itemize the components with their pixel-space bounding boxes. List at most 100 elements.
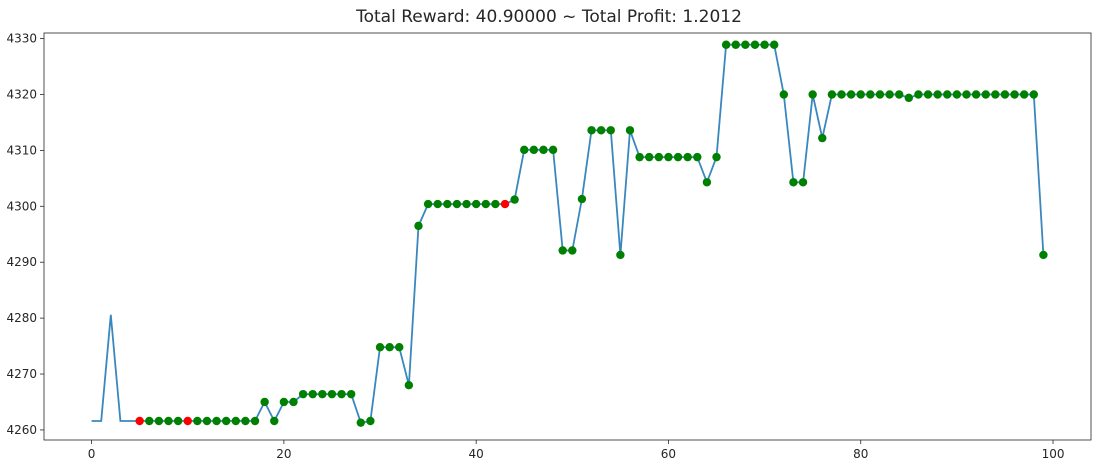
short-position-point <box>135 416 144 426</box>
plot-frame <box>43 32 1092 441</box>
long-position-point <box>289 397 298 407</box>
x-tick-label: 60 <box>661 447 676 461</box>
long-position-point <box>356 418 365 427</box>
long-position-point <box>212 416 221 426</box>
long-position-point <box>173 416 183 426</box>
long-position-point <box>154 416 164 426</box>
long-position-point <box>846 90 856 99</box>
long-position-point <box>270 416 279 426</box>
long-position-point <box>616 250 625 260</box>
long-position-point <box>395 342 404 352</box>
long-position-point <box>346 389 356 399</box>
long-position-point <box>933 90 942 99</box>
long-position-point <box>904 93 914 103</box>
y-tick-label: 4260 <box>6 423 37 437</box>
long-position-point <box>866 90 875 99</box>
long-position-point <box>462 199 471 209</box>
long-position-point <box>298 389 308 399</box>
y-tick-label: 4320 <box>6 87 37 101</box>
long-position-point <box>1039 250 1048 260</box>
long-position-point <box>375 342 385 352</box>
long-position-point <box>366 416 375 426</box>
long-position-point <box>664 152 673 162</box>
long-position-point <box>568 246 577 255</box>
long-position-point <box>894 90 904 99</box>
long-position-point <box>760 40 769 49</box>
long-position-point <box>260 397 269 407</box>
long-position-point <box>818 133 827 143</box>
long-position-point <box>712 152 721 162</box>
y-axis: 4260 4270 4280 4290 4300 4310 4320 4330 <box>6 32 44 437</box>
long-position-point <box>827 90 837 99</box>
x-tick-label: 40 <box>469 447 484 461</box>
long-position-point <box>587 126 596 135</box>
long-position-point <box>1010 90 1019 99</box>
long-position-point <box>548 145 558 155</box>
long-position-point <box>596 126 606 135</box>
long-position-point <box>443 199 452 209</box>
long-position-point <box>1029 90 1038 99</box>
long-position-point <box>741 40 750 49</box>
long-position-point <box>770 40 779 49</box>
long-position-point <box>433 199 442 209</box>
y-tick-label: 4290 <box>6 255 37 269</box>
long-position-point <box>241 416 250 426</box>
long-position-point <box>327 389 337 399</box>
short-position-point <box>183 416 192 426</box>
long-position-point <box>606 126 615 135</box>
long-position-point <box>875 90 885 99</box>
y-tick-label: 4280 <box>6 311 37 325</box>
long-position-point <box>529 145 539 155</box>
long-position-point <box>693 152 702 162</box>
long-position-point <box>308 389 317 399</box>
long-position-point <box>683 152 692 162</box>
y-tick-label: 4310 <box>6 143 37 157</box>
long-position-point <box>914 90 923 99</box>
long-position-point <box>221 416 231 426</box>
long-position-point <box>971 90 981 99</box>
x-axis: 0 20 40 60 80 100 <box>88 440 1064 461</box>
price-line <box>91 43 1045 424</box>
long-position-point <box>625 126 635 135</box>
long-position-point <box>789 178 798 187</box>
long-position-point <box>279 397 289 407</box>
long-position-point <box>471 199 481 209</box>
long-position-point <box>250 416 260 426</box>
long-position-point <box>981 90 990 99</box>
long-position-point <box>491 199 500 209</box>
long-position-point <box>520 145 529 155</box>
long-position-point <box>1019 90 1029 99</box>
long-position-point <box>414 221 423 231</box>
long-position-point <box>145 416 154 426</box>
long-position-point <box>164 416 173 426</box>
long-position-point <box>193 416 202 426</box>
long-position-point <box>808 90 817 99</box>
long-position-point <box>952 90 962 99</box>
x-tick-label: 0 <box>88 447 96 461</box>
long-position-point <box>856 90 865 99</box>
long-position-point <box>962 90 971 99</box>
y-tick-label: 4270 <box>6 367 37 381</box>
short-position-point <box>500 199 510 209</box>
long-position-point <box>337 389 346 399</box>
x-tick-label: 20 <box>276 447 291 461</box>
plot-area <box>91 40 1048 427</box>
long-position-point <box>923 90 933 99</box>
long-position-point <box>702 178 712 187</box>
long-position-point <box>385 342 394 352</box>
long-position-point <box>750 40 760 49</box>
long-position-point <box>991 90 1000 99</box>
long-position-point <box>779 90 789 99</box>
long-position-point <box>404 381 414 390</box>
long-position-point <box>885 90 894 99</box>
y-tick-label: 4330 <box>6 32 37 46</box>
long-position-point <box>731 40 740 49</box>
long-position-point <box>452 199 462 209</box>
long-position-point <box>635 152 644 162</box>
long-position-point <box>645 152 654 162</box>
chart-title: Total Reward: 40.90000 ~ Total Profit: 1… <box>355 7 742 27</box>
long-position-point <box>231 416 241 426</box>
long-position-point <box>318 389 327 399</box>
long-position-point <box>943 90 952 99</box>
